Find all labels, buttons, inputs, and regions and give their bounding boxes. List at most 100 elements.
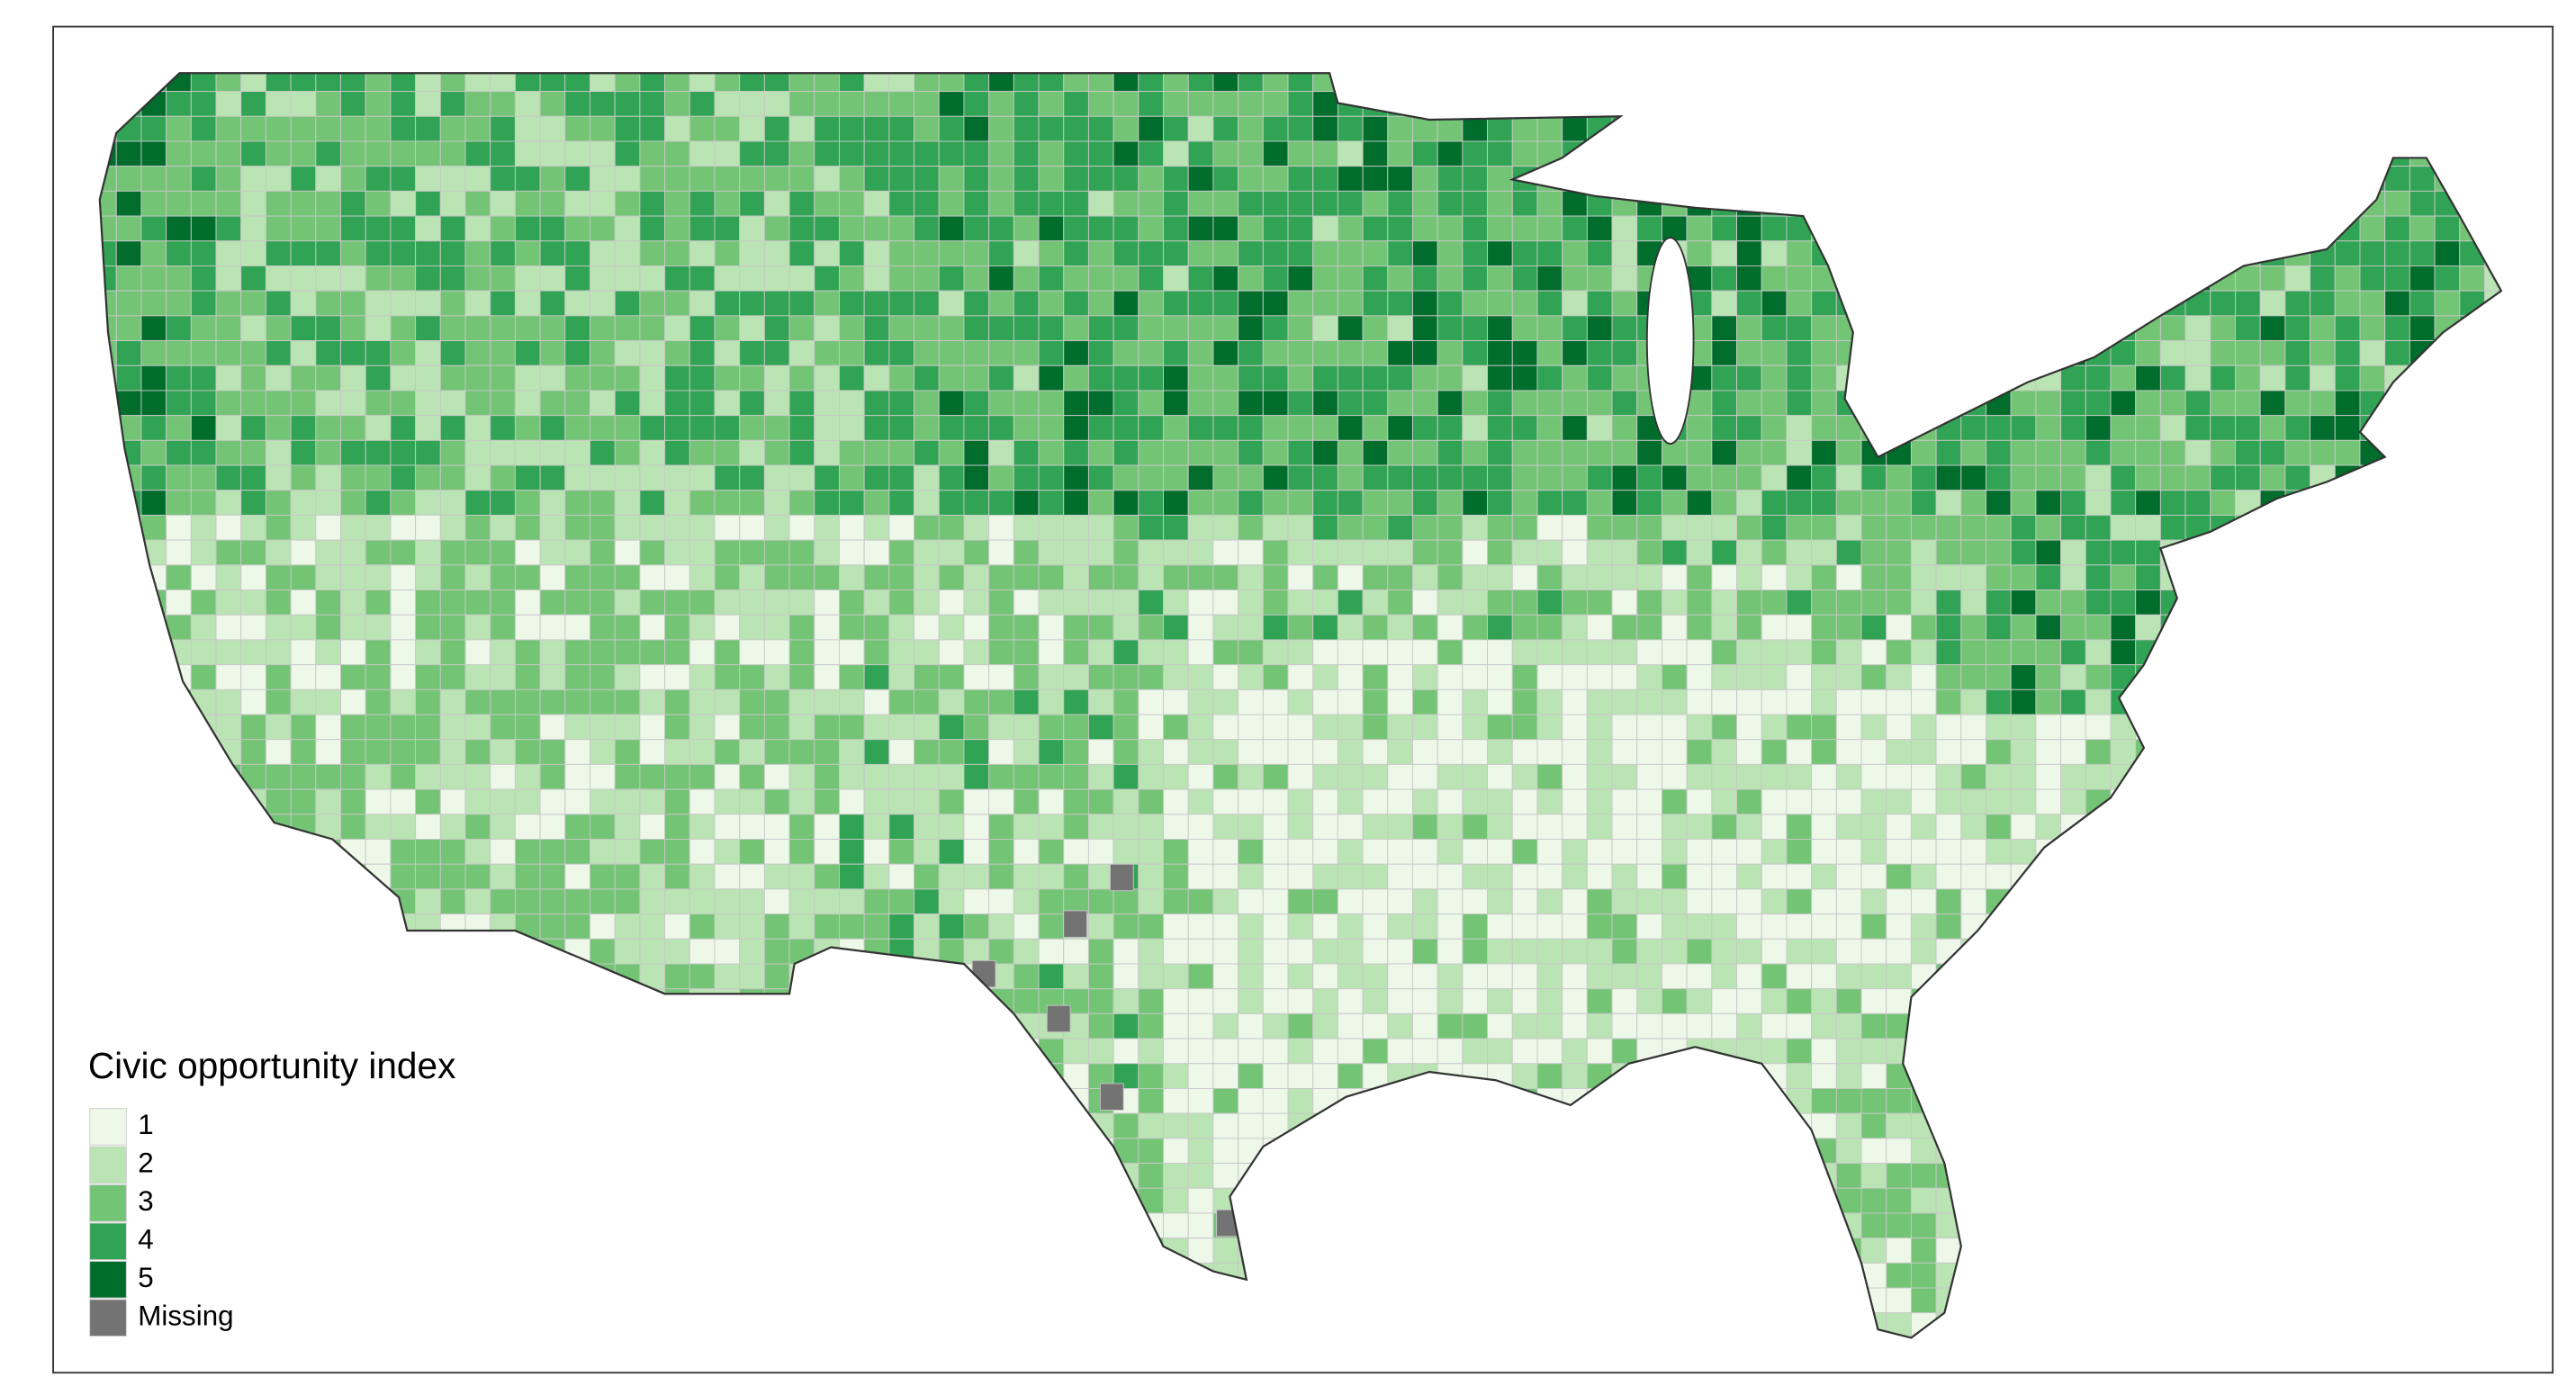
county: [1860, 1187, 1887, 1214]
county: [1287, 91, 1314, 117]
county: [1736, 464, 1762, 491]
county: [1636, 839, 1662, 865]
county: [1686, 938, 1713, 965]
county: [914, 539, 940, 566]
county: [1437, 140, 1464, 167]
county: [1511, 439, 1538, 466]
county: [1013, 490, 1040, 516]
county: [1362, 215, 1389, 242]
county: [1287, 914, 1314, 940]
county: [1686, 914, 1713, 940]
county: [664, 739, 690, 765]
county: [2184, 390, 2211, 417]
county: [340, 763, 366, 790]
county: [2010, 814, 2037, 840]
county: [963, 490, 990, 516]
county: [1511, 914, 1538, 940]
county: [888, 315, 915, 342]
county: [988, 140, 1014, 167]
county: [1811, 639, 1837, 666]
county: [838, 614, 865, 641]
county: [1511, 290, 1538, 317]
county: [1562, 1063, 1588, 1089]
county: [190, 340, 217, 366]
county: [1487, 464, 1513, 491]
county: [1960, 814, 1986, 840]
county: [290, 340, 317, 366]
county: [240, 539, 266, 566]
county: [963, 290, 990, 317]
county: [1287, 839, 1314, 865]
county: [963, 788, 990, 815]
county: [1935, 614, 1962, 641]
county: [190, 190, 217, 217]
county: [2035, 439, 2062, 466]
county: [639, 290, 666, 317]
county: [265, 415, 292, 441]
county: [1312, 240, 1338, 266]
county: [938, 639, 965, 666]
county: [1362, 290, 1389, 317]
county: [739, 688, 765, 716]
county: [415, 166, 441, 192]
county: [390, 215, 417, 242]
county: [1536, 639, 1563, 666]
county: [590, 490, 616, 516]
county: [365, 315, 392, 342]
county: [1262, 714, 1289, 741]
county: [1910, 514, 1937, 541]
county: [763, 688, 790, 716]
county: [590, 266, 616, 292]
county: [914, 614, 940, 641]
county: [1661, 888, 1688, 915]
county: [1163, 415, 1189, 441]
county: [1886, 639, 1912, 666]
county: [1262, 914, 1289, 940]
county: [415, 788, 441, 815]
county: [439, 590, 466, 616]
county: [1661, 490, 1688, 516]
county: [1462, 439, 1489, 466]
county: [215, 166, 242, 192]
county: [938, 938, 965, 965]
county: [1362, 938, 1389, 965]
county: [1238, 290, 1264, 317]
county: [1886, 614, 1912, 641]
county: [988, 664, 1014, 690]
county: [888, 914, 915, 940]
county: [1736, 490, 1762, 516]
county: [315, 664, 341, 690]
county: [1761, 763, 1788, 790]
county: [2010, 688, 2037, 716]
county: [1038, 963, 1065, 990]
county: [365, 639, 392, 666]
county: [1686, 490, 1713, 516]
county: [1387, 839, 1413, 865]
county: [1362, 315, 1389, 342]
county: [1238, 739, 1264, 765]
county: [838, 490, 865, 516]
county: [390, 814, 417, 840]
county: [2184, 415, 2211, 441]
county: [1586, 888, 1613, 915]
county: [140, 240, 167, 266]
county: [1711, 914, 1738, 940]
county: [1736, 814, 1762, 840]
county: [639, 166, 666, 192]
county: [564, 415, 590, 441]
county: [2359, 315, 2386, 342]
county: [2060, 415, 2086, 441]
county: [1087, 315, 1114, 342]
county: [2010, 590, 2037, 616]
county: [1487, 490, 1513, 516]
county: [2284, 340, 2311, 366]
county: [539, 364, 566, 392]
county: [190, 564, 217, 590]
county: [863, 140, 890, 167]
county: [888, 664, 915, 690]
county: [1412, 963, 1438, 990]
county: [415, 390, 441, 417]
county: [689, 938, 716, 965]
county: [914, 240, 940, 266]
county: [988, 590, 1014, 616]
